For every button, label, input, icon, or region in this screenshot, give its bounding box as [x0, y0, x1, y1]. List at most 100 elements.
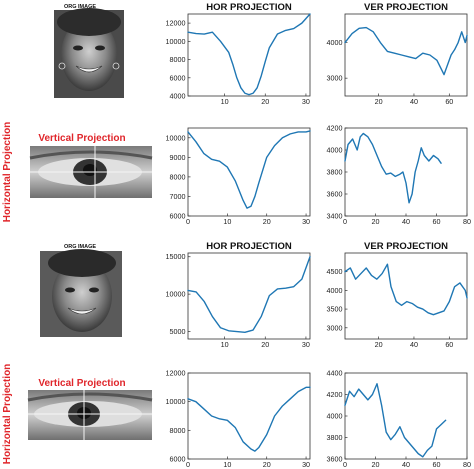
y-tick-label: 7000: [170, 192, 186, 201]
chart-row1-ver: VER PROJECTION 20 40 60 3000 4000: [327, 2, 468, 106]
y-tick-label: 10000: [166, 133, 186, 142]
chart-title: VER PROJECTION: [364, 2, 448, 13]
y-tick-label: 3800: [327, 433, 343, 442]
plot-area: [344, 127, 468, 217]
y-tick-label: 3000: [327, 74, 343, 83]
x-tick-label: 30: [302, 217, 310, 226]
chart-row1-hor: HOR PROJECTION 10 20 30 4000 6000 8000 10000 120…: [166, 2, 311, 106]
y-tick-label: 10000: [166, 397, 186, 406]
x-tick-label: 10: [221, 340, 229, 349]
x-tick-label: 20: [375, 340, 383, 349]
x-tick-label: 60: [433, 217, 441, 226]
y-tick-label: 6000: [170, 212, 186, 221]
face-photo-1: [54, 8, 124, 98]
y-tick-label: 12000: [166, 369, 186, 378]
y-tick-label: 4000: [327, 286, 343, 295]
chart-row3-hor: HOR PROJECTION 10 20 30 5000 10000 15000: [166, 241, 311, 349]
y-tick-label: 5000: [170, 327, 186, 336]
plot-area: [187, 127, 311, 217]
x-tick-label: 20: [375, 97, 383, 106]
eye-crop-2: [27, 390, 153, 440]
y-tick-label: 6000: [170, 455, 186, 464]
face-image-title: ORG IMAGE: [64, 4, 96, 10]
x-tick-label: 60: [445, 97, 453, 106]
y-tick-label: 4000: [170, 92, 186, 101]
series-line: [187, 13, 311, 96]
x-tick-label: 30: [302, 97, 310, 106]
chart-title: HOR PROJECTION: [206, 241, 292, 252]
plot-area: [187, 372, 311, 460]
vertical-projection-label-2: Vertical Projection: [38, 378, 125, 389]
y-tick-label: 8000: [170, 55, 186, 64]
plot-area: [187, 252, 311, 340]
x-tick-label: 20: [261, 340, 269, 349]
y-tick-label: 8000: [170, 172, 186, 181]
face-photo-2: [40, 249, 122, 337]
x-tick-label: 80: [463, 217, 471, 226]
x-tick-label: 20: [263, 460, 271, 469]
x-tick-label: 30: [302, 340, 310, 349]
y-tick-label: 3500: [327, 305, 343, 314]
y-tick-label: 8000: [170, 426, 186, 435]
series-line: [187, 386, 311, 452]
series-line: [344, 132, 442, 204]
chart-row2-ver: 0 20 40 60 80 3400 3600 3800 4000 4200: [327, 124, 472, 227]
vertical-projection-label: Vertical Projection: [38, 133, 125, 144]
x-tick-label: 20: [372, 460, 380, 469]
plot-area: [344, 252, 468, 340]
x-tick-label: 20: [263, 217, 271, 226]
y-tick-label: 4200: [327, 124, 343, 133]
eye-crop-1: [29, 146, 153, 198]
y-tick-label: 3600: [327, 190, 343, 199]
y-tick-label: 9000: [170, 153, 186, 162]
x-tick-label: 40: [410, 340, 418, 349]
face-image-title-2: ORG IMAGE: [64, 244, 96, 250]
x-tick-label: 0: [343, 217, 347, 226]
chart-row4-hor: 0 10 20 30 6000 8000 10000 12000: [166, 369, 311, 469]
y-tick-label: 3600: [327, 455, 343, 464]
x-tick-label: 20: [372, 217, 380, 226]
y-tick-label: 4000: [327, 38, 343, 47]
y-tick-label: 3800: [327, 168, 343, 177]
x-tick-label: 60: [445, 340, 453, 349]
x-tick-label: 30: [302, 460, 310, 469]
series-line: [344, 26, 468, 76]
y-tick-label: 4000: [327, 412, 343, 421]
y-tick-label: 15000: [166, 252, 186, 261]
y-tick-label: 10000: [166, 37, 186, 46]
series-line: [344, 383, 447, 458]
series-line: [187, 130, 311, 209]
y-tick-label: 6000: [170, 73, 186, 82]
x-tick-label: 40: [402, 217, 410, 226]
chart-title: HOR PROJECTION: [206, 2, 292, 13]
horizontal-projection-label-2: Horizontal Projection: [2, 364, 13, 465]
chart-row3-ver: VER PROJECTION 20 40 60 3000 3500 4000 4500: [327, 241, 468, 349]
series-line: [344, 263, 468, 316]
x-tick-label: 10: [223, 460, 231, 469]
y-tick-label: 4500: [327, 267, 343, 276]
y-tick-label: 3000: [327, 323, 343, 332]
plot-area: [187, 13, 311, 97]
x-tick-label: 80: [463, 460, 471, 469]
series-line: [187, 256, 311, 333]
chart-title: VER PROJECTION: [364, 241, 448, 252]
x-tick-label: 40: [402, 460, 410, 469]
x-tick-label: 40: [410, 97, 418, 106]
plot-area: [344, 13, 468, 97]
y-tick-label: 12000: [166, 19, 186, 28]
y-tick-label: 4200: [327, 390, 343, 399]
y-tick-label: 10000: [166, 290, 186, 299]
x-tick-label: 0: [343, 460, 347, 469]
x-tick-label: 0: [186, 217, 190, 226]
x-tick-label: 60: [433, 460, 441, 469]
chart-row2-hor: 0 10 20 30 6000 7000 8000 9000 10000: [166, 127, 311, 226]
horizontal-projection-label: Horizontal Projection: [2, 122, 13, 223]
x-tick-label: 20: [261, 97, 269, 106]
y-tick-label: 4400: [327, 369, 343, 378]
plot-area: [344, 372, 468, 460]
chart-row4-ver: 0 20 40 60 80 3600 3800 4000 4200 4400: [327, 369, 472, 469]
x-tick-label: 10: [221, 97, 229, 106]
x-tick-label: 0: [186, 460, 190, 469]
